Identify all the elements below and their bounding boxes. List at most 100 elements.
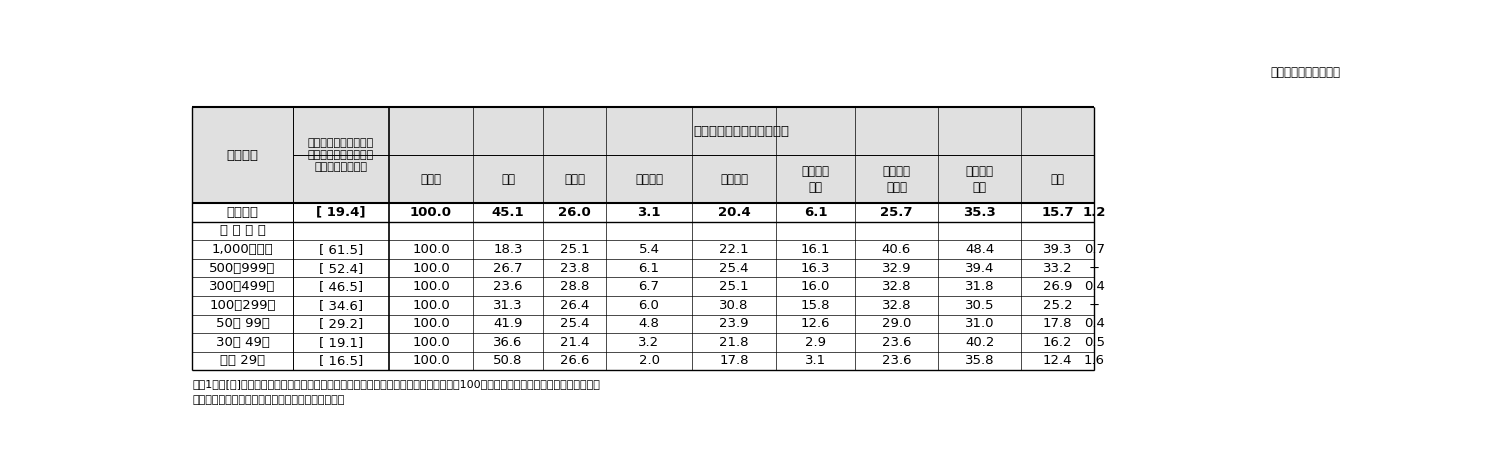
Text: 32.8: 32.8: [882, 299, 912, 312]
Text: その他の
待遇: その他の 待遇: [965, 164, 994, 194]
Text: 0.5: 0.5: [1083, 336, 1104, 349]
Text: [ 61.5]: [ 61.5]: [319, 243, 363, 256]
Text: 28.8: 28.8: [560, 280, 589, 293]
Text: 100.0: 100.0: [412, 261, 451, 274]
Text: 15.8: 15.8: [801, 299, 830, 312]
Text: 300～499人: 300～499人: [209, 280, 276, 293]
Text: [ 19.4]: [ 19.4]: [316, 206, 366, 219]
Text: 100.0: 100.0: [412, 280, 451, 293]
Text: [ 46.5]: [ 46.5]: [319, 280, 363, 293]
Text: 1,000人以上: 1,000人以上: [212, 243, 273, 256]
Text: 25.1: 25.1: [719, 280, 749, 293]
Text: 23.6: 23.6: [882, 336, 912, 349]
Text: 30.8: 30.8: [719, 299, 749, 312]
Text: 退職金: 退職金: [564, 173, 585, 186]
Text: 不明: 不明: [1050, 173, 1065, 186]
Text: 500～999人: 500～999人: [209, 261, 276, 274]
Text: 29.0: 29.0: [882, 317, 912, 330]
Text: 17.8: 17.8: [719, 354, 749, 367]
Text: 26.4: 26.4: [560, 299, 589, 312]
Text: 31.8: 31.8: [965, 280, 995, 293]
Text: 25.4: 25.4: [719, 261, 749, 274]
Text: 3.1: 3.1: [637, 206, 661, 219]
Text: 0.7: 0.7: [1083, 243, 1104, 256]
Text: 33.2: 33.2: [1043, 261, 1073, 274]
Text: 12.4: 12.4: [1043, 354, 1073, 367]
Text: 40.6: 40.6: [882, 243, 912, 256]
Text: 見直した待遇（複数回答）: 見直した待遇（複数回答）: [694, 125, 789, 138]
Text: 25.4: 25.4: [560, 317, 589, 330]
Text: 50.8: 50.8: [494, 354, 522, 367]
Text: 有給の休
暇制度: 有給の休 暇制度: [882, 164, 910, 194]
Text: 30～ 49人: 30～ 49人: [216, 336, 270, 349]
Text: 0.4: 0.4: [1083, 317, 1104, 330]
Text: 0.4: 0.4: [1083, 280, 1104, 293]
Text: 賞与: 賞与: [501, 173, 515, 186]
Text: [ 29.2]: [ 29.2]: [319, 317, 363, 330]
Text: 23.8: 23.8: [560, 261, 589, 274]
Text: 16.1: 16.1: [801, 243, 830, 256]
Text: 2.0: 2.0: [639, 354, 659, 367]
Text: 48.4: 48.4: [965, 243, 994, 256]
Text: 16.2: 16.2: [1043, 336, 1073, 349]
Text: パートタイム・有期雇
用労働者の待遇の見直
しを行った企業計: パートタイム・有期雇 用労働者の待遇の見直 しを行った企業計: [307, 138, 374, 172]
Text: 100.0: 100.0: [412, 317, 451, 330]
Text: 25.7: 25.7: [880, 206, 913, 219]
Text: 6.7: 6.7: [639, 280, 659, 293]
Text: 16.3: 16.3: [801, 261, 830, 274]
Text: 26.7: 26.7: [494, 261, 522, 274]
Text: 企業規模: 企業規模: [227, 149, 258, 162]
Text: 32.8: 32.8: [882, 280, 912, 293]
Text: 23.9: 23.9: [719, 317, 749, 330]
Text: 32.9: 32.9: [882, 261, 912, 274]
Text: 100.0: 100.0: [412, 299, 451, 312]
Text: 3.1: 3.1: [806, 354, 827, 367]
Text: 15.7: 15.7: [1041, 206, 1074, 219]
Text: その他の
手当: その他の 手当: [801, 164, 830, 194]
Text: 20.4: 20.4: [718, 206, 750, 219]
Text: 6.1: 6.1: [804, 206, 827, 219]
Text: 総　　数: 総 数: [227, 206, 258, 219]
Text: 25.1: 25.1: [560, 243, 589, 256]
Text: 21.4: 21.4: [560, 336, 589, 349]
Text: 待遇の見直しを行った企業の割合である。: 待遇の見直しを行った企業の割合である。: [192, 395, 345, 405]
Text: 1.6: 1.6: [1083, 354, 1104, 367]
Text: 26.0: 26.0: [558, 206, 591, 219]
Text: [ 34.6]: [ 34.6]: [319, 299, 363, 312]
Text: −: −: [1089, 299, 1100, 312]
Text: 41.9: 41.9: [494, 317, 522, 330]
Text: 6.0: 6.0: [639, 299, 659, 312]
Text: 30.5: 30.5: [965, 299, 995, 312]
Text: 注：1）　[　]は、正社員とパートタイム・有期雇用労働者の両方を雇用している企業を100としたパートタイム・有期雇用労働者の: 注：1） [ ]は、正社員とパートタイム・有期雇用労働者の両方を雇用している企業…: [192, 379, 600, 389]
Text: 5.4: 5.4: [639, 243, 659, 256]
Text: [ 52.4]: [ 52.4]: [319, 261, 363, 274]
Text: 36.6: 36.6: [494, 336, 522, 349]
Text: 6.1: 6.1: [639, 261, 659, 274]
Text: 23.6: 23.6: [882, 354, 912, 367]
Text: 31.3: 31.3: [494, 299, 522, 312]
Text: 基本給: 基本給: [421, 173, 442, 186]
Text: 35.3: 35.3: [964, 206, 997, 219]
Text: 18.3: 18.3: [494, 243, 522, 256]
Text: 17.8: 17.8: [1043, 317, 1073, 330]
Text: 50～ 99人: 50～ 99人: [216, 317, 270, 330]
Text: 1.2: 1.2: [1083, 206, 1106, 219]
Text: 39.4: 39.4: [965, 261, 994, 274]
Text: 25.2: 25.2: [1043, 299, 1073, 312]
Text: [ 19.1]: [ 19.1]: [319, 336, 363, 349]
Text: 40.2: 40.2: [965, 336, 994, 349]
Text: 16.0: 16.0: [801, 280, 830, 293]
Text: 26.9: 26.9: [1043, 280, 1073, 293]
Text: 31.0: 31.0: [965, 317, 995, 330]
Text: 45.1: 45.1: [492, 206, 524, 219]
Text: 通勤手当: 通勤手当: [636, 173, 662, 186]
Text: 21.8: 21.8: [719, 336, 749, 349]
Text: [ 16.5]: [ 16.5]: [319, 354, 363, 367]
Text: 4.8: 4.8: [639, 317, 659, 330]
Text: 100.0: 100.0: [412, 243, 451, 256]
Text: 3.2: 3.2: [639, 336, 659, 349]
Text: 100.0: 100.0: [410, 206, 452, 219]
Text: 100～299人: 100～299人: [209, 299, 276, 312]
Text: 22.1: 22.1: [719, 243, 749, 256]
Text: 39.3: 39.3: [1043, 243, 1073, 256]
